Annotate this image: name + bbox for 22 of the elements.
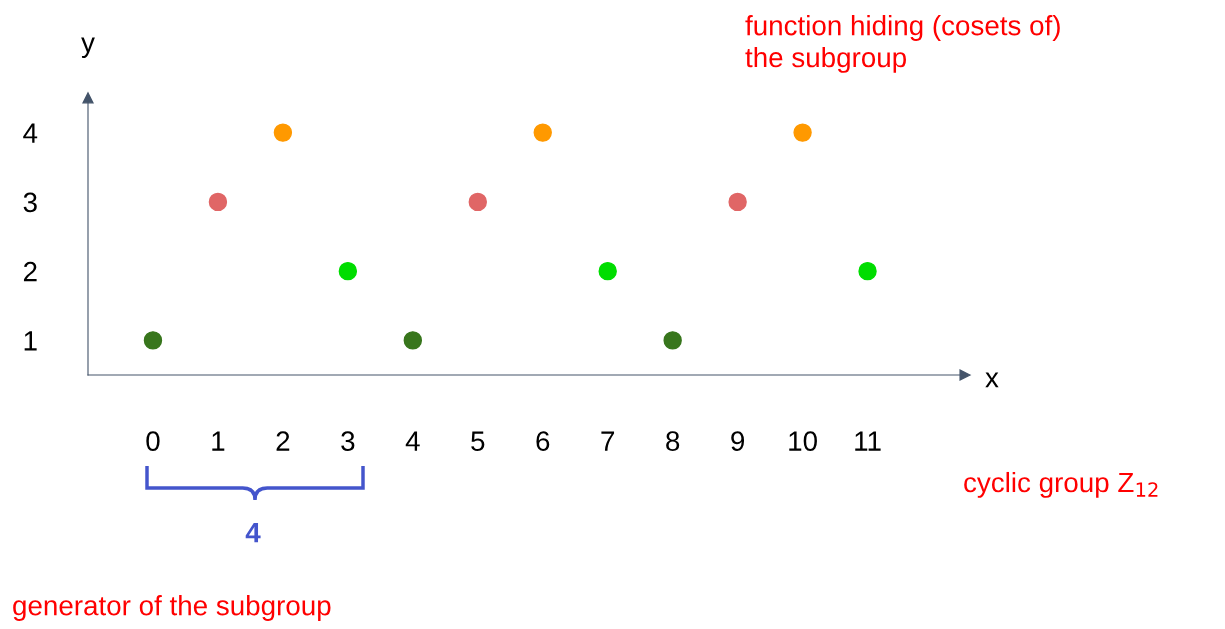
text: cyclic group Z$_{12}$: [964, 471, 1158, 498]
x-tick-label: 9: [731, 431, 745, 451]
x-tick-label: 5: [471, 431, 485, 451]
x-tick-label: 3: [341, 431, 355, 451]
x-tick-label: 4: [405, 431, 420, 451]
y-tick-label: 1: [24, 331, 37, 351]
x-tick-label: 8: [666, 431, 680, 451]
x-tick-label: 0: [146, 431, 160, 451]
x-tick-label: 10: [789, 431, 817, 451]
x-tick-label: 2: [276, 431, 290, 451]
x-tick-label: 11: [855, 431, 881, 451]
x-tick-label: 7: [601, 431, 615, 451]
y-tick-label: 2: [23, 261, 37, 282]
y-tick-label: 4: [23, 123, 38, 143]
x-tick-label: 6: [536, 431, 550, 451]
x-axis-title: x: [985, 372, 999, 388]
text: function hiding (cosets of) the subgroup: [745, 15, 1060, 73]
text: generator of the subgroup: [13, 595, 331, 621]
x-tick-label: 1: [212, 431, 225, 451]
text: 4: [245, 523, 261, 543]
y-axis-title: y: [81, 37, 95, 58]
y-tick-label: 3: [23, 192, 37, 213]
